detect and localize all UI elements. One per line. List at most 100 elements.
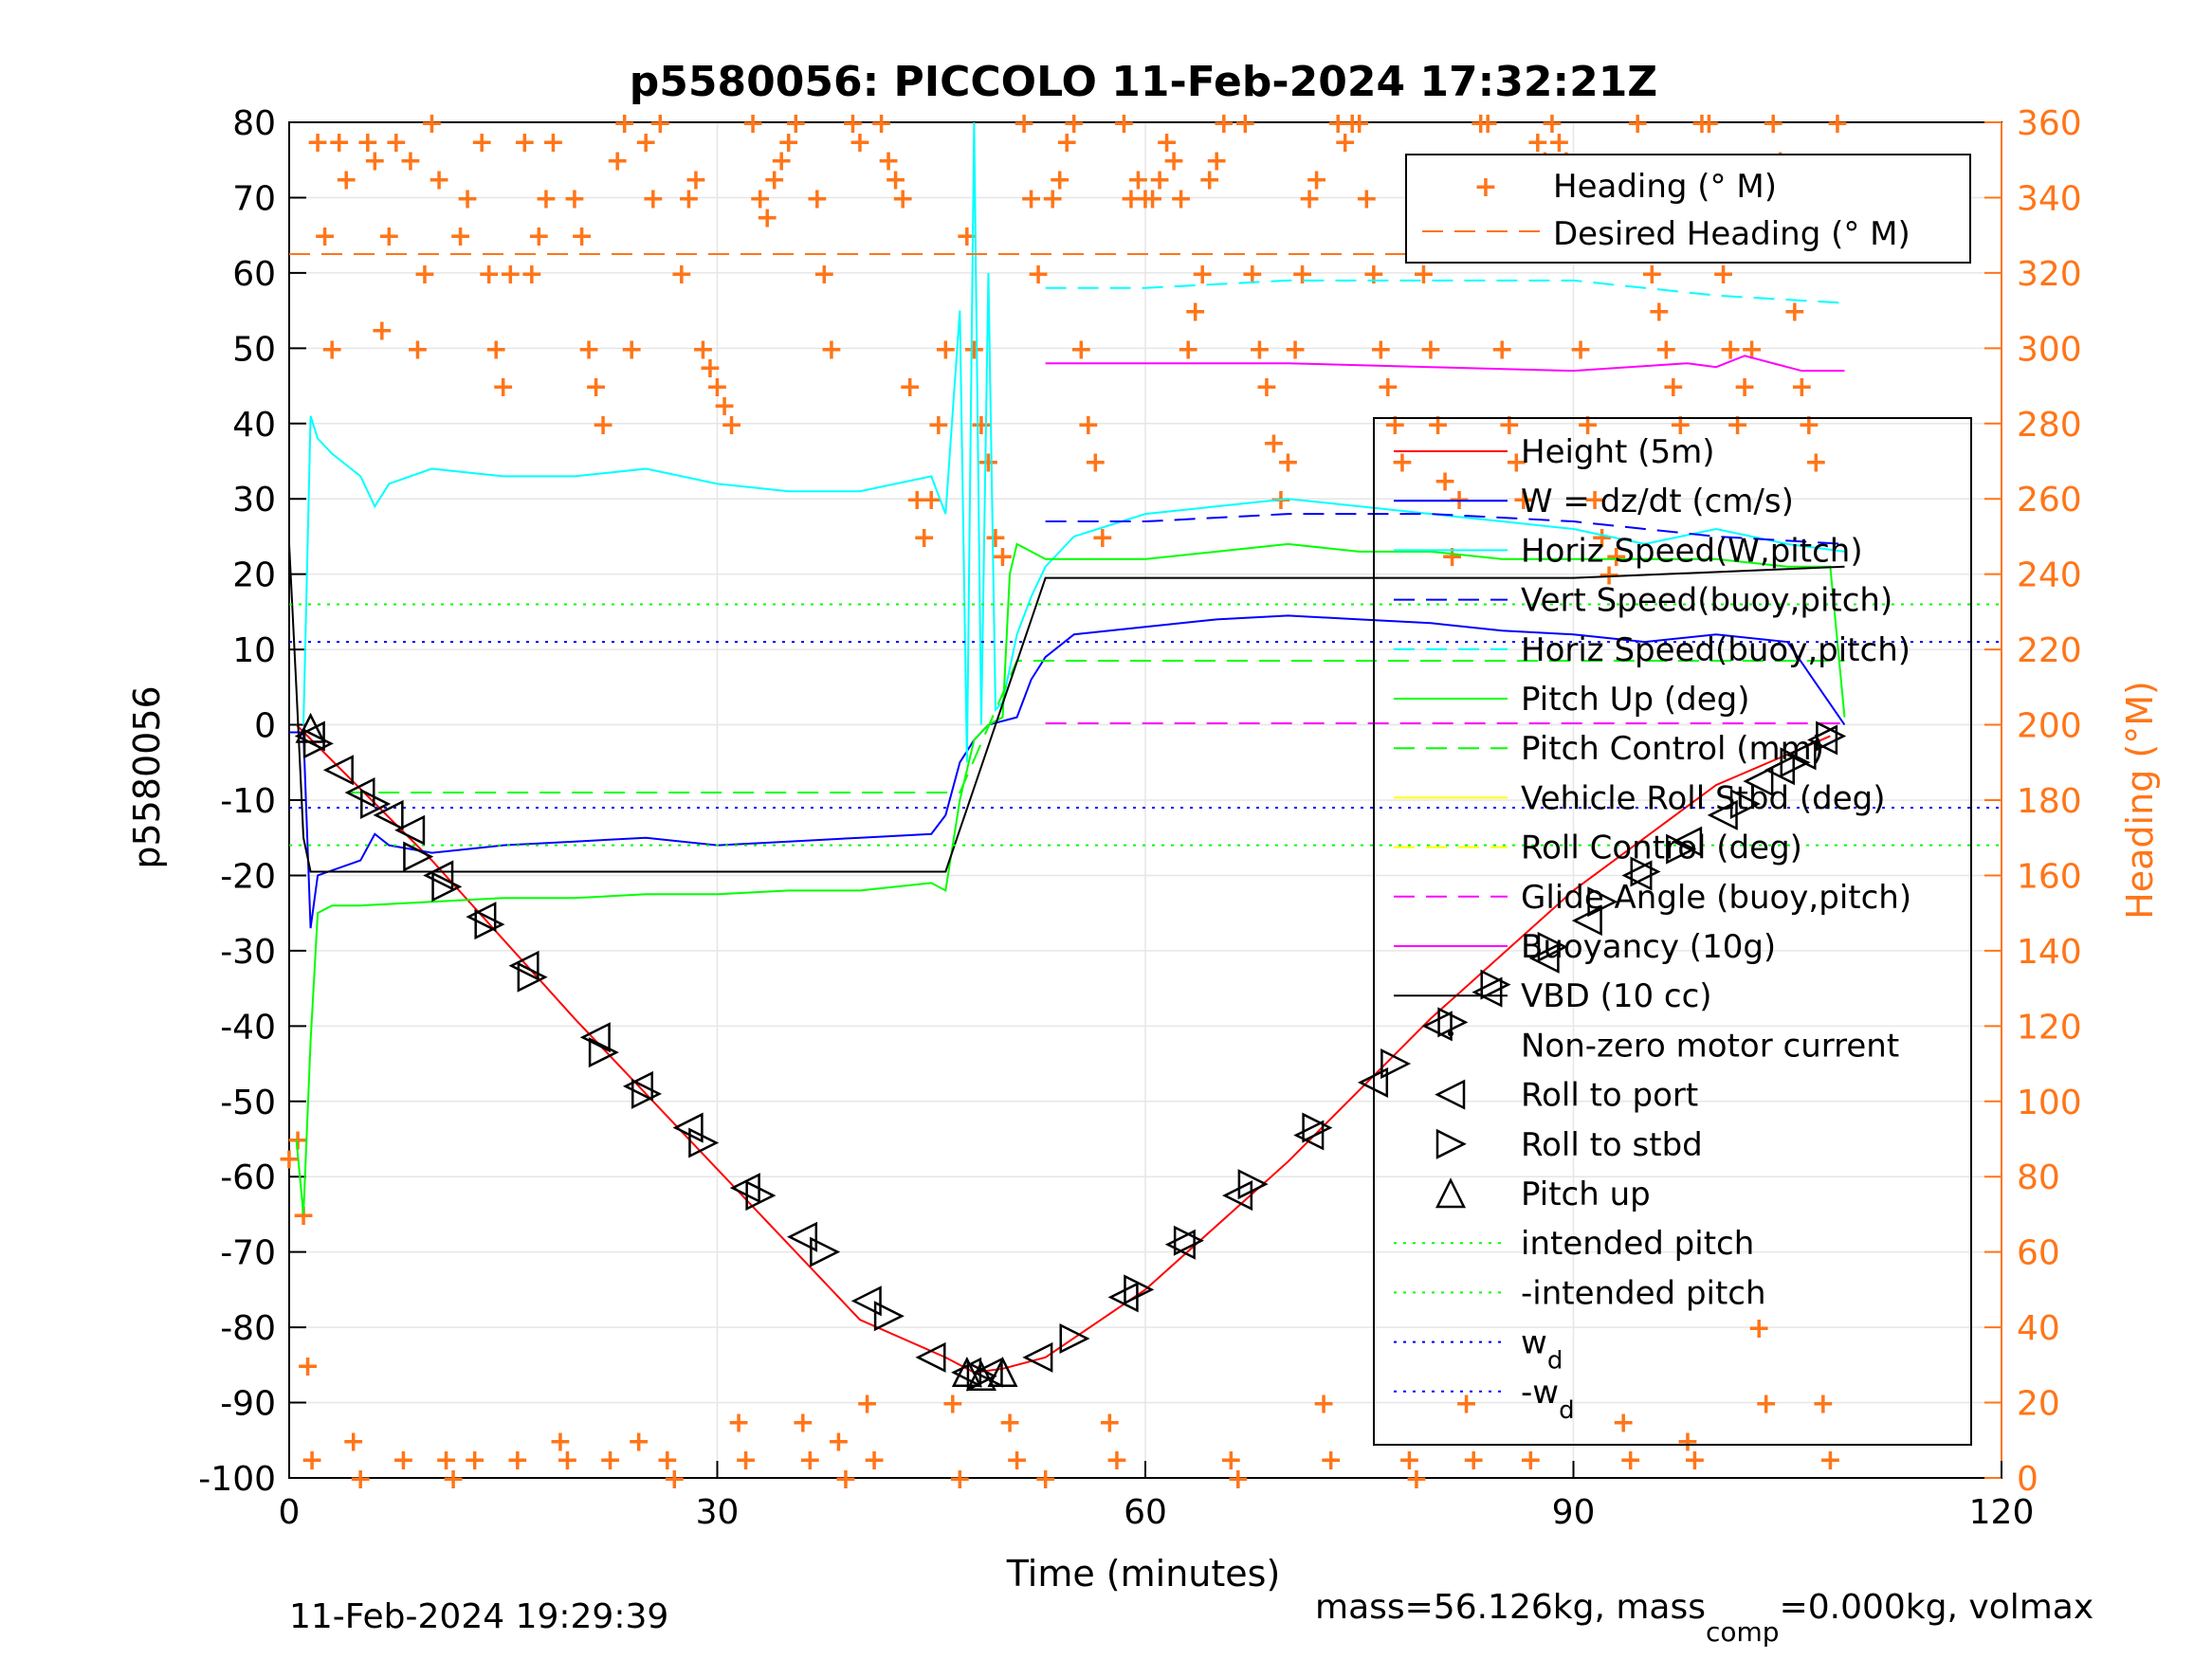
heading-marker: + xyxy=(1797,409,1820,442)
roll-to-stbd-marker xyxy=(1780,747,1811,778)
legend-label: Vehicle Roll Stbd (deg) xyxy=(1521,779,1886,817)
heading-marker: + xyxy=(649,107,672,140)
heading-marker: + xyxy=(691,333,715,366)
series-buoyancy-10g xyxy=(1045,355,1845,373)
y2-tick-label: 280 xyxy=(2017,406,2082,445)
heading-marker: + xyxy=(1383,409,1407,442)
heading-marker: + xyxy=(534,182,558,215)
y-tick-label: 70 xyxy=(232,179,276,218)
heading-marker: + xyxy=(513,126,537,159)
right-y-axis: 0 20 40 60 80 100 120 140 160 180 200 220 240 260 280 3… xyxy=(1984,104,2082,1499)
legend-label: Glide Angle (buoy,pitch) xyxy=(1521,879,1911,917)
heading-marker: + xyxy=(884,164,907,197)
y-tick-label: -20 xyxy=(220,857,276,896)
heading-marker: + xyxy=(798,1444,822,1477)
heading-marker: + xyxy=(541,126,565,159)
heading-marker: + xyxy=(784,107,808,140)
roll-to-stbd-marker xyxy=(1237,1169,1269,1200)
y-tick-label: -50 xyxy=(220,1084,276,1122)
heading-marker: + xyxy=(791,1406,814,1439)
y-tick-label: -60 xyxy=(220,1158,276,1197)
heading-marker: + xyxy=(341,1425,365,1458)
heading-marker: + xyxy=(841,107,865,140)
heading-marker: + xyxy=(1069,333,1093,366)
x-axis-label: Time (minutes) xyxy=(1006,1553,1281,1595)
heading-marker: + xyxy=(398,145,422,178)
heading-marker: + xyxy=(705,371,729,404)
heading-marker: + xyxy=(1254,371,1278,404)
roll-to-port-marker xyxy=(373,799,404,830)
roll-to-stbd-marker xyxy=(1537,931,1568,962)
legend-label: -intended pitch xyxy=(1521,1274,1766,1312)
roll-to-stbd-marker xyxy=(810,1236,841,1267)
heading-marker: + xyxy=(570,220,594,253)
heading-marker: + xyxy=(869,107,893,140)
heading-marker: + xyxy=(1404,1463,1428,1496)
heading-marker: + xyxy=(677,182,701,215)
left-y-axis: -100-90-80-70-60-50-40-30-20-10010203040… xyxy=(198,104,306,1499)
heading-marker: + xyxy=(877,145,901,178)
heading-marker: + xyxy=(1005,1444,1029,1477)
heading-marker: + xyxy=(1240,258,1264,291)
y-tick-label: 10 xyxy=(232,631,276,670)
heading-marker: + xyxy=(641,182,665,215)
roll-to-stbd-marker xyxy=(873,1301,905,1332)
heading-legend: + Heading (° M) Desired Heading (° M) xyxy=(1405,154,1971,264)
heading-marker: + xyxy=(1511,483,1535,517)
heading-marker: + xyxy=(434,1444,458,1477)
y2-tick-label: 240 xyxy=(2017,556,2082,595)
heading-legend-swatch: + xyxy=(1473,171,1497,204)
heading-marker: + xyxy=(983,521,1007,555)
heading-marker: + xyxy=(442,1463,466,1496)
heading-marker: + xyxy=(862,1444,886,1477)
roll-to-port-marker xyxy=(394,814,426,846)
heading-marker: + xyxy=(1212,107,1235,140)
heading-marker: + xyxy=(470,126,494,159)
heading-marker: + xyxy=(1654,333,1678,366)
heading-marker: + xyxy=(427,164,450,197)
heading-marker: + xyxy=(327,126,351,159)
heading-marker: + xyxy=(777,126,800,159)
heading-marker: + xyxy=(1197,164,1221,197)
y-tick-label: 80 xyxy=(232,104,276,143)
legend-label: Vert Speed(buoy,pitch) xyxy=(1521,582,1892,620)
series-pitch-control-mm xyxy=(346,660,1845,794)
heading-marker: + xyxy=(1398,1444,1421,1477)
main-legend-box xyxy=(1373,417,1972,1446)
y-tick-label: 40 xyxy=(232,406,276,445)
heading-marker: + xyxy=(969,409,993,442)
roll-to-port-marker xyxy=(322,755,354,786)
heading-marker: + xyxy=(356,126,379,159)
pitch-up-marker xyxy=(965,1359,996,1391)
heading-marker: + xyxy=(520,258,543,291)
heading-marker: + xyxy=(1234,107,1257,140)
y2-tick-label: 120 xyxy=(2017,1008,2082,1047)
y2-tick-label: 300 xyxy=(2017,330,2082,369)
legend-swatch xyxy=(1435,1177,1467,1209)
roll-to-port-marker xyxy=(1472,976,1503,1008)
heading-marker: + xyxy=(1119,182,1143,215)
heading-marker: + xyxy=(484,333,508,366)
heading-marker: + xyxy=(1683,1444,1707,1477)
heading-marker: + xyxy=(1126,164,1150,197)
roll-to-stbd-marker xyxy=(1729,788,1761,819)
heading-marker: + xyxy=(335,164,358,197)
heading-marker: + xyxy=(1433,465,1456,498)
heading-marker: + xyxy=(1469,107,1492,140)
heading-marker: + xyxy=(1147,164,1171,197)
y2-tick-label: 160 xyxy=(2017,857,2082,896)
roll-to-stbd-marker xyxy=(745,1180,777,1212)
roll-to-stbd-marker xyxy=(403,841,434,872)
pitch-up-marker xyxy=(987,1356,1018,1388)
heading-marker: + xyxy=(855,1388,879,1421)
heading-legend-label: Heading (° M) xyxy=(1553,168,1777,206)
heading-marker: + xyxy=(1476,107,1500,140)
legend-label: VBD (10 cc) xyxy=(1521,977,1712,1015)
series-layer xyxy=(288,121,1846,1374)
heading-marker: + xyxy=(562,182,586,215)
roll-to-port-marker xyxy=(1672,826,1703,857)
heading-marker: + xyxy=(1540,107,1563,140)
heading-marker: + xyxy=(1347,107,1371,140)
heading-marker: + xyxy=(1462,1444,1486,1477)
heading-marker: + xyxy=(313,220,337,253)
